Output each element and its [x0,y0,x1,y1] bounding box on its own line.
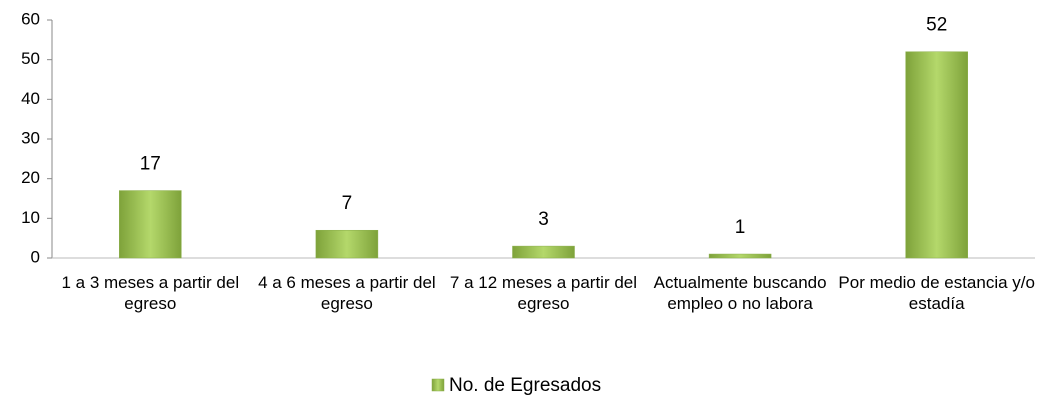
y-tick-label: 30 [21,128,40,147]
x-tick-label: Actualmente buscando empleo o no labora [653,273,827,313]
data-label: 7 [342,193,353,214]
data-label: 3 [538,209,549,230]
y-tick-label: 0 [31,247,40,266]
bar [315,229,379,259]
y-tick-label: 40 [21,89,40,108]
y-tick-label: 50 [21,49,40,68]
x-tick-label: 7 a 12 meses a partir del egreso [449,273,638,313]
bar [119,190,182,259]
bar [905,51,968,259]
x-tick-label: 1 a 3 meses a partir del egreso [61,273,240,313]
data-label: 52 [926,15,947,36]
bar [512,245,575,259]
legend-label: No. de Egresados [449,375,601,396]
y-tick-label: 10 [21,208,40,227]
bar [708,253,772,259]
data-label: 17 [140,154,161,175]
y-tick-label: 20 [21,168,40,187]
data-label: 1 [735,217,746,238]
legend-swatch [431,378,445,392]
x-tick-label: Por medio de estancia y/o estadía [838,273,1035,313]
x-tick-label: 4 a 6 meses a partir del egreso [258,273,436,313]
y-tick-label: 60 [21,9,40,28]
